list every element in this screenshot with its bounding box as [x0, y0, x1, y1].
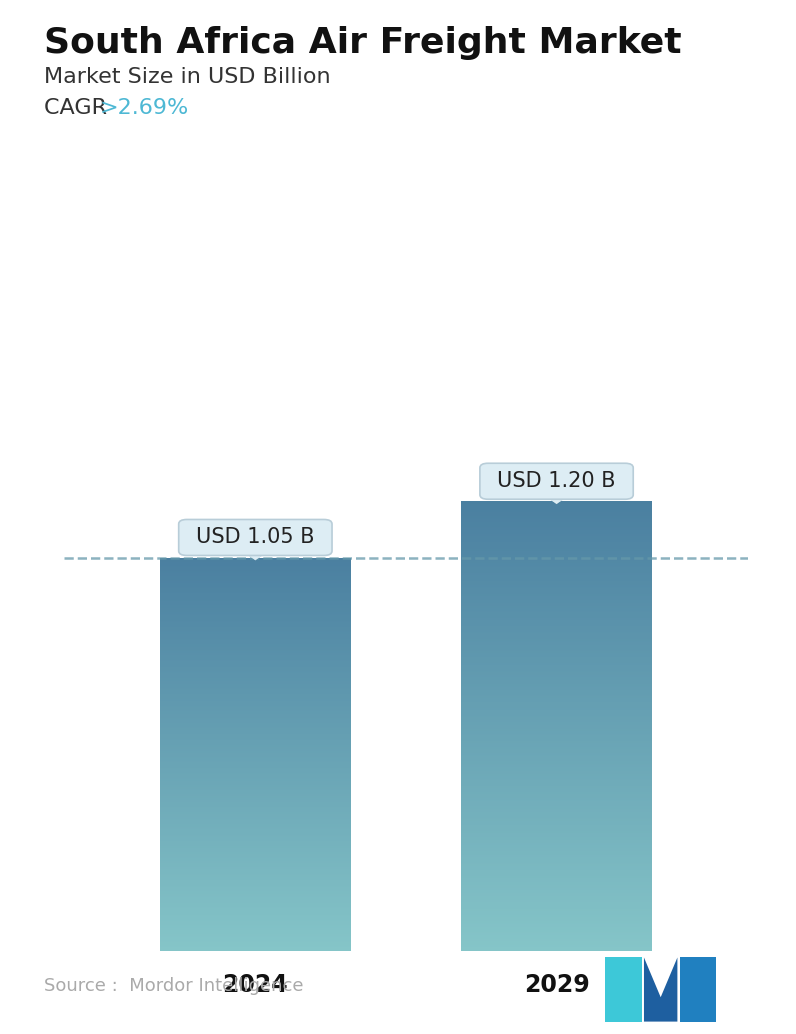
Text: >2.69%: >2.69%	[100, 98, 189, 118]
Polygon shape	[243, 551, 267, 559]
Text: Market Size in USD Billion: Market Size in USD Billion	[44, 67, 330, 87]
Polygon shape	[544, 494, 569, 503]
Text: South Africa Air Freight Market: South Africa Air Freight Market	[44, 26, 681, 60]
Text: CAGR: CAGR	[44, 98, 114, 118]
Polygon shape	[644, 957, 677, 1022]
FancyBboxPatch shape	[178, 519, 332, 555]
Text: Source :  Mordor Intelligence: Source : Mordor Intelligence	[44, 977, 303, 995]
Text: USD 1.20 B: USD 1.20 B	[498, 472, 616, 491]
FancyBboxPatch shape	[480, 463, 634, 499]
Text: USD 1.05 B: USD 1.05 B	[196, 527, 314, 547]
Polygon shape	[605, 957, 642, 1022]
Polygon shape	[680, 957, 716, 1022]
